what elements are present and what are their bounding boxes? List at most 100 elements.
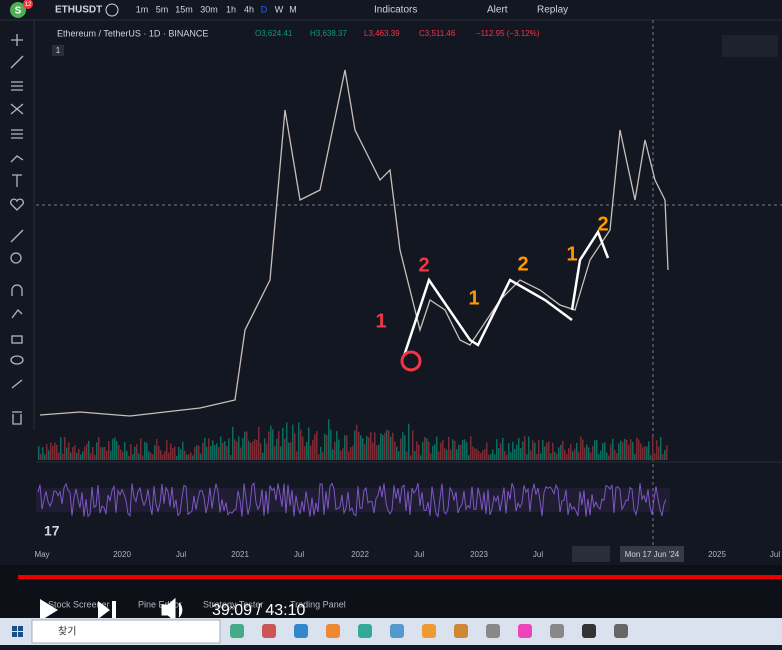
volume-bar	[664, 450, 666, 460]
volume-bar	[66, 447, 68, 460]
volume-bar	[298, 422, 300, 460]
indicators[interactable]: Indicators	[374, 5, 417, 16]
volume-bar	[368, 437, 370, 460]
volume-bar	[176, 455, 178, 460]
volume-bar	[580, 436, 582, 460]
volume-bar	[244, 431, 246, 460]
volume-bar	[160, 450, 162, 460]
volume-bar	[574, 448, 576, 460]
volume-bar	[274, 446, 276, 460]
bottom-tab[interactable]: Stock Screener	[48, 599, 110, 609]
volume-bar	[166, 440, 168, 460]
bottom-tab[interactable]: Trading Panel	[290, 599, 346, 609]
next[interactable]	[98, 601, 116, 619]
volume-bar	[396, 446, 398, 460]
annotation: 2	[418, 254, 429, 276]
volume-bar	[254, 439, 256, 460]
volume-bar	[188, 454, 190, 460]
taskbar-icon[interactable]	[422, 624, 436, 638]
volume-bar	[356, 424, 358, 460]
chart-tools[interactable]	[722, 35, 778, 57]
taskbar-icon[interactable]	[518, 624, 532, 638]
volume-bar	[392, 432, 394, 460]
volume-bar	[210, 446, 212, 460]
start[interactable]	[12, 626, 23, 637]
replay[interactable]: Replay	[537, 5, 568, 16]
volume-bar	[458, 444, 460, 460]
volume-bar	[216, 443, 218, 460]
volume-bar	[618, 443, 620, 460]
taskbar-icon[interactable]	[390, 624, 404, 638]
interval[interactable]: 5m	[156, 4, 169, 14]
taskbar-icon[interactable]	[550, 624, 564, 638]
volume-bar	[258, 426, 260, 460]
taskbar-icon[interactable]	[262, 624, 276, 638]
taskbar-icon[interactable]	[454, 624, 468, 638]
interval[interactable]: D	[261, 4, 268, 14]
volume-bar	[442, 440, 444, 460]
interval[interactable]: M	[289, 4, 297, 14]
volume-bar	[530, 450, 532, 460]
search-box[interactable]	[31, 619, 221, 644]
volume-bar	[168, 452, 170, 460]
taskbar-icon[interactable]	[294, 624, 308, 638]
taskbar-icon[interactable]	[326, 624, 340, 638]
interval[interactable]: 4h	[244, 4, 254, 14]
volume-bar	[144, 441, 146, 460]
taskbar-icon[interactable]	[486, 624, 500, 638]
volume-bar	[448, 437, 450, 460]
volume-bar	[348, 451, 350, 460]
volume-bar	[518, 437, 520, 460]
drawing	[570, 229, 610, 311]
indicator-count-box[interactable]	[52, 45, 64, 56]
volume-bar	[502, 437, 504, 460]
volume-bar	[158, 446, 160, 460]
alert[interactable]: Alert	[487, 5, 508, 16]
taskbar-icon[interactable]	[358, 624, 372, 638]
add-icon[interactable]	[105, 3, 119, 17]
volume-bar	[282, 427, 284, 460]
volume-bar	[418, 444, 420, 460]
interval[interactable]: 1m	[136, 4, 149, 14]
bottom-tab[interactable]: Strategy Tester	[203, 599, 263, 609]
volume-bar	[240, 447, 242, 460]
volume-bar	[190, 452, 192, 460]
volume-bar	[252, 441, 254, 460]
volume-bar	[202, 442, 204, 460]
volume-bar	[170, 443, 172, 460]
interval[interactable]: W	[275, 4, 284, 14]
volume-bar	[222, 442, 224, 460]
volume-bar	[328, 419, 330, 460]
volume-bar	[622, 442, 624, 460]
symbol[interactable]: ETHUSDT	[55, 5, 102, 16]
volume-bar	[100, 447, 102, 460]
taskbar-icon[interactable]	[230, 624, 244, 638]
time-label: Jul	[533, 550, 543, 559]
interval[interactable]: 15m	[175, 4, 193, 14]
drawing	[402, 277, 573, 357]
volume-bar	[370, 431, 372, 460]
volume-bar	[118, 444, 120, 460]
taskbar-icon[interactable]	[582, 624, 596, 638]
volume-bar	[318, 454, 320, 460]
volume-bar	[446, 449, 448, 460]
volume-bar	[260, 443, 262, 460]
avatar-letter: S	[15, 6, 22, 17]
volume-bar	[460, 444, 462, 460]
interval[interactable]: 30m	[200, 4, 218, 14]
volume-bar	[654, 453, 656, 460]
volume-bar	[450, 449, 452, 460]
play[interactable]	[40, 599, 58, 621]
bottom-tab[interactable]: Pine Editor	[138, 599, 182, 609]
volume-bar	[428, 441, 430, 460]
volume-bar	[152, 454, 154, 460]
taskbar-icon[interactable]	[614, 624, 628, 638]
volume-bar	[408, 423, 410, 460]
volume-bar	[224, 440, 226, 460]
interval[interactable]: 1h	[226, 4, 236, 14]
volume-bar	[430, 453, 432, 460]
volume-bar	[632, 441, 634, 460]
volume-bar	[96, 442, 98, 460]
volume-bar	[394, 441, 396, 460]
avatar[interactable]	[10, 2, 26, 18]
